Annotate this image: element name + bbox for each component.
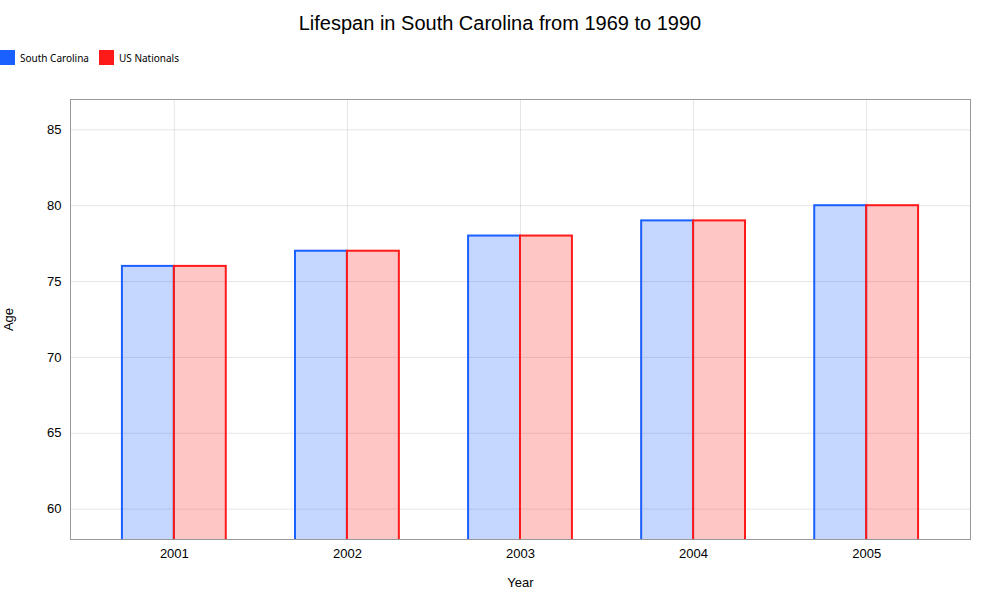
svg-text:Year: Year xyxy=(507,575,534,590)
svg-text:70: 70 xyxy=(47,350,61,365)
svg-text:75: 75 xyxy=(47,274,61,289)
svg-text:2002: 2002 xyxy=(333,546,362,561)
svg-text:Age: Age xyxy=(1,308,16,331)
svg-text:2004: 2004 xyxy=(679,546,708,561)
html-text:South Carolina: South Carolina xyxy=(20,50,89,65)
svg-text:80: 80 xyxy=(47,198,61,213)
html-text:Lifespan in South Carolina fro: Lifespan in South Carolina from 1969 to … xyxy=(298,12,702,34)
html-text:US Nationals: US Nationals xyxy=(119,50,179,65)
svg-text:2003: 2003 xyxy=(506,546,535,561)
svg-text:85: 85 xyxy=(47,122,61,137)
svg-text:60: 60 xyxy=(47,501,61,516)
svg-text:2005: 2005 xyxy=(852,546,881,561)
svg-text:65: 65 xyxy=(47,425,61,440)
svg-text:2001: 2001 xyxy=(160,546,189,561)
